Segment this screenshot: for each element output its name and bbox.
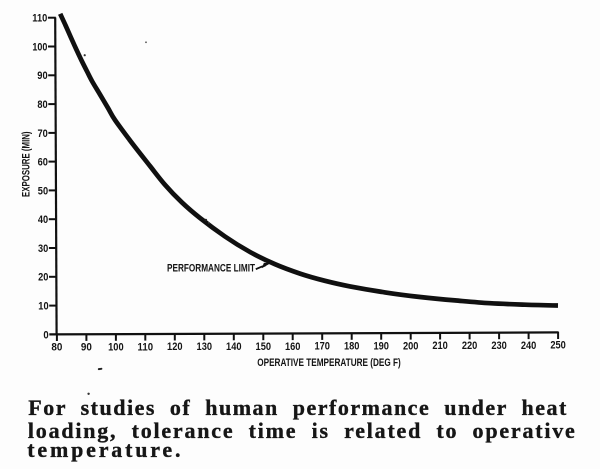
svg-text:100: 100 — [108, 342, 124, 354]
svg-text:30: 30 — [38, 243, 48, 255]
svg-text:220: 220 — [462, 340, 478, 352]
svg-text:210: 210 — [432, 340, 448, 352]
svg-text:230: 230 — [491, 340, 507, 352]
svg-text:60: 60 — [38, 157, 48, 169]
svg-text:130: 130 — [197, 341, 213, 353]
svg-text:EXPOSURE (MIN): EXPOSURE (MIN) — [21, 131, 33, 197]
svg-text:80: 80 — [51, 342, 62, 354]
svg-text:100: 100 — [32, 41, 47, 53]
svg-text:170: 170 — [314, 341, 330, 353]
svg-text:70: 70 — [38, 128, 48, 140]
svg-text:200: 200 — [403, 340, 419, 352]
svg-text:10: 10 — [38, 301, 48, 313]
svg-text:250: 250 — [550, 340, 566, 352]
svg-text:80: 80 — [37, 99, 47, 111]
svg-text:0: 0 — [43, 329, 48, 341]
svg-text:20: 20 — [38, 272, 48, 284]
svg-text:50: 50 — [38, 185, 48, 197]
svg-text:180: 180 — [344, 341, 360, 353]
svg-text:110: 110 — [138, 341, 154, 353]
svg-text:160: 160 — [285, 341, 301, 353]
svg-text:150: 150 — [256, 341, 272, 353]
svg-text:90: 90 — [81, 342, 92, 354]
svg-text:OPERATIVE TEMPERATURE (DEG F): OPERATIVE TEMPERATURE (DEG F) — [257, 357, 401, 369]
svg-text:190: 190 — [373, 340, 389, 352]
svg-text:110: 110 — [32, 13, 47, 25]
svg-text:120: 120 — [167, 341, 183, 353]
svg-text:PERFORMANCE LIMIT: PERFORMANCE LIMIT — [167, 262, 255, 274]
svg-text:90: 90 — [37, 70, 47, 82]
svg-text:140: 140 — [226, 341, 242, 353]
svg-text:40: 40 — [38, 214, 48, 226]
svg-text:240: 240 — [521, 340, 537, 352]
